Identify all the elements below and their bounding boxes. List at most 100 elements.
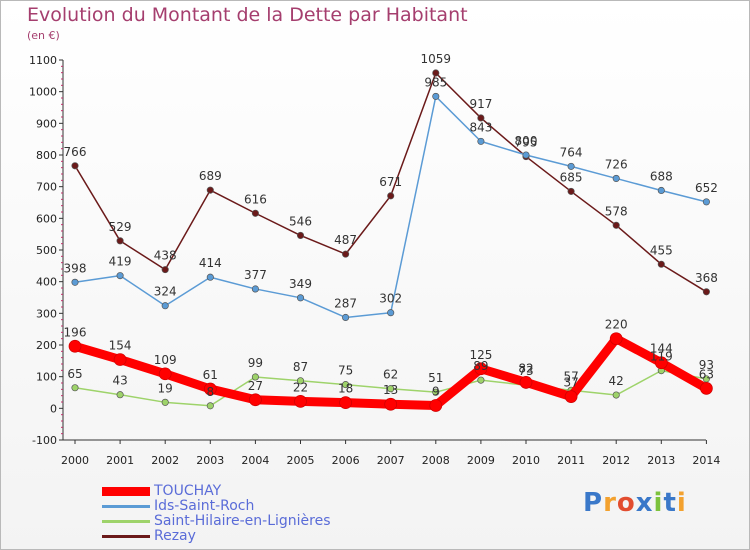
- data-point: [296, 231, 305, 239]
- data-point: [432, 69, 440, 77]
- data-point: [296, 294, 305, 302]
- data-point: [294, 395, 307, 408]
- data-point: [206, 186, 214, 194]
- data-label: 43: [112, 374, 127, 388]
- data-point: [71, 384, 79, 392]
- data-point: [612, 221, 620, 229]
- data-label: 27: [248, 379, 263, 393]
- legend-label: Rezay: [154, 528, 196, 544]
- data-label: 87: [293, 360, 308, 374]
- data-label: 196: [64, 325, 87, 339]
- data-label: 18: [338, 382, 353, 396]
- y-tick-label: 700: [36, 181, 57, 194]
- x-tick-label: 2004: [241, 454, 269, 467]
- data-label: 63: [699, 367, 714, 381]
- y-tick-label: 100: [36, 371, 57, 384]
- data-point: [522, 151, 530, 159]
- data-point: [71, 162, 79, 170]
- data-label: 119: [650, 350, 673, 364]
- x-tick-label: 2013: [647, 454, 675, 467]
- data-point: [657, 186, 665, 195]
- data-point: [564, 390, 578, 403]
- legend-swatch: [102, 505, 150, 508]
- data-label: 19: [158, 381, 173, 395]
- data-label: 125: [469, 348, 492, 362]
- data-label: 529: [109, 220, 132, 234]
- data-point: [342, 381, 350, 389]
- data-point: [567, 187, 575, 195]
- data-label: 287: [334, 296, 357, 310]
- y-tick-label: 200: [36, 339, 57, 352]
- data-label: 438: [154, 249, 177, 263]
- data-label: 89: [473, 359, 488, 373]
- data-point: [251, 285, 259, 293]
- y-tick-label: 900: [36, 117, 57, 130]
- y-tick-label: 500: [36, 244, 57, 257]
- data-label: 61: [203, 368, 218, 382]
- data-point: [161, 398, 169, 406]
- x-tick-label: 2007: [377, 454, 405, 467]
- data-label: 302: [379, 292, 402, 306]
- data-label: 8: [206, 385, 214, 399]
- unit-label: (en €): [27, 29, 60, 42]
- data-label: 398: [64, 261, 87, 275]
- data-label: 368: [695, 271, 718, 285]
- y-tick-label: 1100: [29, 54, 57, 67]
- x-tick-label: 2009: [467, 454, 495, 467]
- data-label: 99: [248, 356, 263, 370]
- data-point: [474, 362, 488, 376]
- data-point: [71, 278, 79, 286]
- data-point: [384, 397, 398, 411]
- data-label: 546: [289, 214, 312, 228]
- data-point: [206, 273, 214, 281]
- data-label: 65: [67, 367, 82, 381]
- x-tick-label: 2010: [512, 454, 540, 467]
- y-tick-label: -100: [32, 434, 57, 447]
- data-point: [116, 272, 124, 280]
- data-point: [339, 396, 352, 409]
- data-point: [296, 377, 305, 385]
- data-point: [342, 313, 350, 322]
- data-label: 51: [428, 371, 443, 385]
- data-label: 42: [609, 374, 624, 388]
- data-label: 688: [650, 169, 673, 183]
- y-tick-label: 600: [36, 212, 57, 225]
- legend-label: Saint-Hilaire-en-Lignières: [154, 513, 331, 529]
- data-point: [432, 388, 440, 396]
- data-label: 75: [338, 364, 353, 378]
- data-label: 800: [515, 134, 538, 148]
- data-label: 726: [605, 157, 628, 171]
- legend-label: Ids-Saint-Roch: [154, 498, 255, 514]
- x-tick-label: 2005: [287, 454, 315, 467]
- x-tick-label: 2003: [196, 454, 224, 467]
- x-tick-label: 2000: [61, 454, 89, 467]
- data-point: [251, 209, 259, 217]
- data-point: [477, 137, 485, 145]
- proxiti-logo: Proxiti: [583, 488, 687, 518]
- legend-swatch: [102, 535, 150, 538]
- data-label: 82: [518, 361, 533, 375]
- data-label: 487: [334, 233, 357, 247]
- data-label: 1059: [421, 52, 452, 66]
- data-point: [702, 288, 710, 296]
- data-label: 73: [518, 364, 533, 378]
- y-tick-label: 0: [50, 402, 57, 415]
- data-point: [519, 376, 533, 389]
- data-point: [203, 382, 217, 396]
- chart-title: Evolution du Montant de la Dette par Hab…: [27, 4, 468, 26]
- data-label: 764: [560, 145, 583, 159]
- data-label: 144: [650, 342, 673, 356]
- data-point: [387, 309, 395, 317]
- data-point: [161, 302, 169, 310]
- legend-label: TOUCHAY: [154, 483, 222, 499]
- data-point: [612, 174, 620, 182]
- data-label: 843: [469, 120, 492, 134]
- x-tick-label: 2012: [602, 454, 630, 467]
- data-point: [477, 376, 485, 384]
- legend-swatch: [102, 520, 150, 523]
- data-label: 324: [154, 285, 177, 299]
- data-point: [158, 367, 172, 381]
- data-point: [654, 356, 668, 370]
- x-tick-label: 2001: [106, 454, 134, 467]
- data-label: 419: [109, 255, 132, 269]
